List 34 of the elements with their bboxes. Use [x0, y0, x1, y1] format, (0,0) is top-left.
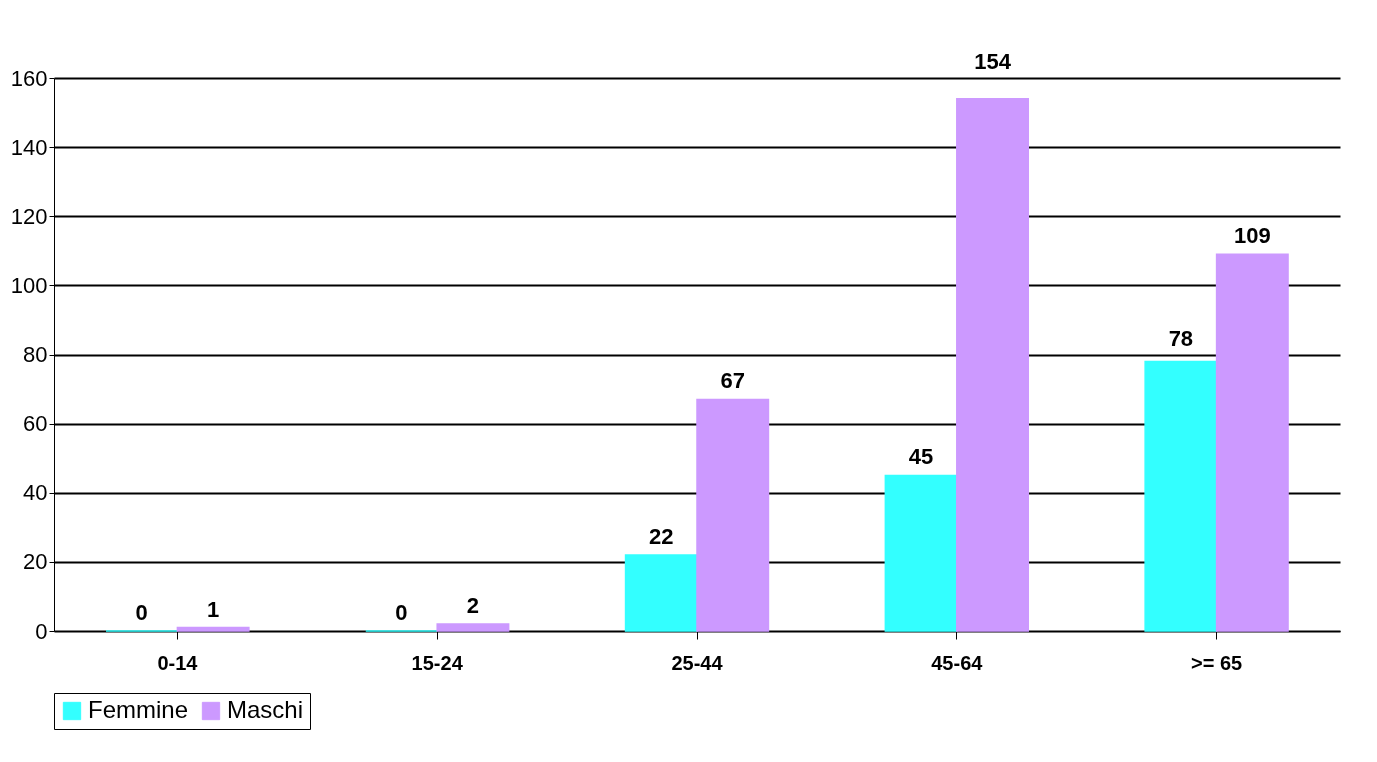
data-label: 154	[974, 49, 1012, 74]
data-label: 0	[135, 600, 148, 625]
y-tick-label: 60	[23, 411, 48, 437]
y-tick-label: 100	[10, 272, 48, 298]
data-label: 67	[720, 368, 745, 394]
bar	[1215, 253, 1289, 632]
x-tick-label: 15-24	[411, 651, 464, 674]
bar	[436, 623, 510, 632]
bar	[624, 554, 698, 632]
y-tick-label: 40	[23, 480, 48, 506]
x-tick-label: 0-14	[157, 651, 199, 674]
data-label: 45	[908, 444, 934, 470]
y-tick-label: 0	[35, 618, 48, 644]
y-tick-label: 80	[23, 342, 48, 367]
data-label: 22	[649, 523, 674, 549]
data-label: 1	[207, 596, 220, 622]
bar	[696, 398, 770, 632]
x-tick-label: 25-44	[671, 651, 724, 674]
legend-label: Maschi	[227, 696, 304, 723]
bar	[176, 626, 250, 632]
bar	[956, 97, 1029, 632]
x-tick-label: >= 65	[1191, 651, 1243, 674]
y-tick-label: 140	[10, 134, 48, 160]
y-tick-label: 160	[10, 65, 48, 91]
y-tick-label: 20	[23, 549, 48, 575]
data-label: 109	[1233, 223, 1271, 249]
data-label: 78	[1168, 325, 1194, 351]
legend-label: Femmine	[88, 696, 189, 723]
data-label: 0	[395, 600, 408, 625]
bar	[884, 474, 958, 632]
x-tick-label: 45-64	[931, 651, 984, 674]
data-label: 2	[466, 593, 480, 619]
bar	[1144, 360, 1218, 632]
y-tick-label: 120	[10, 203, 48, 229]
